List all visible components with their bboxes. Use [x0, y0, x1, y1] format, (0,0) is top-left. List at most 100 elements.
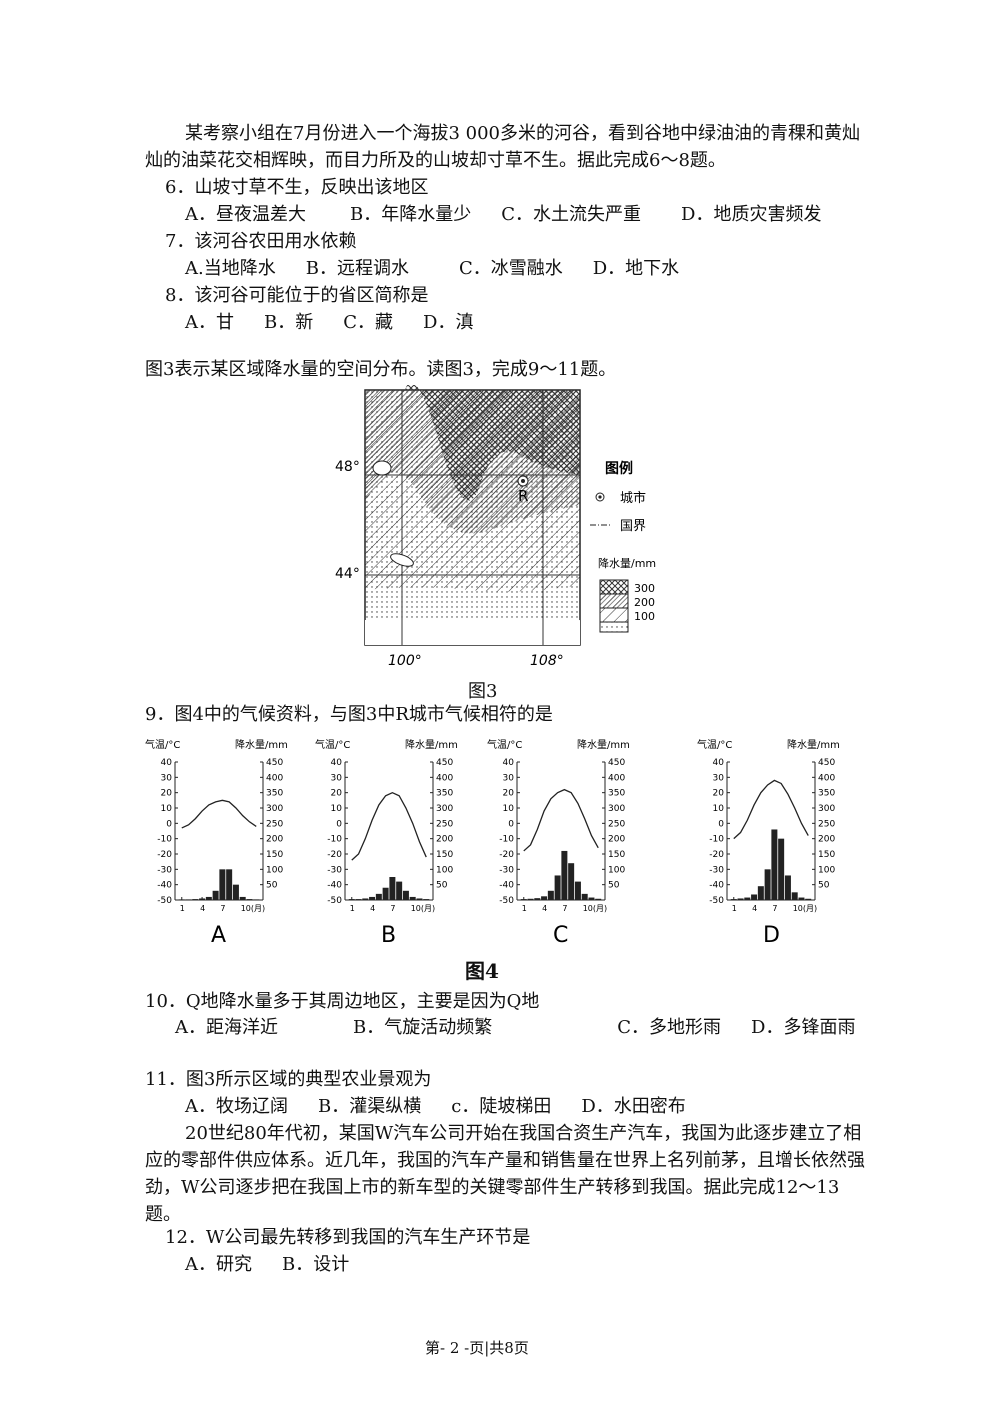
x-tick-label: 10(月)	[793, 904, 817, 913]
y-tick-label: 20	[713, 789, 725, 799]
y2-tick-label: 50	[436, 881, 448, 891]
y-tick-label: -40	[709, 881, 724, 891]
y-tick-label: -40	[327, 881, 342, 891]
y-tick-label: -20	[157, 850, 172, 860]
figure-intro: 图3表示某区域降水量的空间分布。读图3，完成9～11题。	[145, 359, 617, 380]
temperature-line	[181, 799, 257, 829]
y2-tick-label: 250	[266, 819, 283, 829]
bar	[520, 899, 527, 900]
y2-tick-label: 450	[608, 758, 625, 768]
y2-tick-label: 100	[608, 865, 625, 875]
bar	[348, 899, 355, 900]
y2-tick-label: 300	[436, 804, 453, 814]
option: A．距海洋近	[175, 1017, 278, 1038]
y-tick-label: -20	[709, 850, 724, 860]
y-tick-label: -50	[327, 896, 342, 906]
axis-title: 降水量/mm	[577, 738, 630, 751]
y-tick-label: -30	[499, 865, 514, 875]
x-tick-label: 7	[220, 904, 225, 913]
bar	[246, 899, 253, 900]
y-tick-label: -10	[157, 835, 172, 845]
climate-charts: 气温/°C 降水量/mm 40 30 20 100 -10 -20 -30 -40 -50 450 40…	[145, 738, 840, 948]
bar	[402, 890, 409, 900]
y2-tick-label: 450	[818, 758, 835, 768]
option: A．甘	[185, 312, 234, 333]
y2-tick-label: 350	[266, 789, 283, 799]
y2-tick-label: 350	[436, 789, 453, 799]
y-tick-label: 10	[713, 804, 725, 814]
lat-label: 48°	[335, 459, 360, 475]
bar	[757, 886, 764, 900]
legend-title: 图例	[605, 460, 633, 477]
y-tick-label: -30	[327, 865, 342, 875]
bar	[534, 898, 541, 900]
options: A.当地降水 B．远程调水 C．冰雪融水 D．地下水	[185, 255, 709, 282]
y2-tick-label: 400	[608, 773, 625, 783]
legend-title: 降水量/mm	[598, 556, 656, 570]
bar	[178, 899, 185, 900]
options: A．昼夜温差大 B．年降水量少 C．水土流失严重 D．地质灾害频发	[185, 201, 851, 228]
option: C．多地形雨	[617, 1017, 722, 1038]
y2-tick-label: 150	[266, 850, 283, 860]
y2-tick-label: 50	[818, 881, 830, 891]
y-tick-label: 30	[161, 773, 173, 783]
y2-tick-label: 250	[436, 819, 453, 829]
y2-tick-label: 100	[818, 865, 835, 875]
x-tick-label: 10(月)	[411, 904, 435, 913]
axis-title: 降水量/mm	[405, 738, 458, 751]
option: C．冰雪融水	[458, 258, 563, 279]
y-tick-label: 30	[331, 773, 343, 783]
x-tick-label: 1	[180, 904, 185, 913]
bar	[744, 897, 751, 900]
y2-tick-label: 250	[818, 819, 835, 829]
bar	[205, 896, 212, 900]
y2-tick-label: 200	[818, 835, 835, 845]
bar	[771, 829, 778, 900]
option: D．水田密布	[581, 1096, 686, 1117]
y-tick-label: 10	[161, 804, 173, 814]
x-tick-label: 1	[522, 904, 527, 913]
y-tick-label: 30	[713, 773, 725, 783]
options: A．研究 B．设计	[185, 1251, 379, 1278]
bar	[751, 894, 758, 900]
y-tick-label: -50	[157, 896, 172, 906]
option: A.当地降水	[185, 258, 276, 279]
option: A．牧场辽阔	[185, 1096, 288, 1117]
option: B．设计	[282, 1254, 350, 1275]
bar	[554, 875, 561, 900]
y2-tick-label: 200	[436, 835, 453, 845]
caption: 图3	[468, 681, 498, 702]
option: D．地质灾害频发	[681, 204, 822, 225]
bar	[232, 884, 239, 900]
lon-label: 100°	[388, 653, 422, 669]
option: A．昼夜温差大	[185, 204, 306, 225]
question: 7．该河谷农田用水依赖	[165, 231, 357, 252]
option: B．灌渠纵横	[318, 1096, 422, 1117]
question: 11．图3所示区域的典型农业景观为	[145, 1069, 432, 1090]
bar	[541, 896, 548, 900]
bar	[778, 838, 785, 900]
chart-label: D	[763, 923, 780, 948]
y2-tick-label: 450	[266, 758, 283, 768]
bar	[423, 899, 430, 900]
x-tick-label: 1	[350, 904, 355, 913]
y-tick-label: -20	[499, 850, 514, 860]
y2-tick-label: 300	[608, 804, 625, 814]
chart-label: B	[381, 923, 396, 948]
bar	[382, 887, 389, 900]
bar	[574, 881, 581, 900]
x-tick-label: 7	[772, 904, 777, 913]
lat-label: 44°	[335, 566, 360, 582]
temperature-line	[523, 788, 599, 852]
y2-tick-label: 150	[436, 850, 453, 860]
bar	[561, 850, 568, 900]
y-tick-label: -10	[327, 835, 342, 845]
option: D．滇	[423, 312, 474, 333]
y-tick-label: 40	[713, 758, 725, 768]
y2-tick-label: 450	[436, 758, 453, 768]
axis-title: 气温/°C	[697, 738, 732, 751]
option: B．新	[264, 312, 314, 333]
bar	[389, 877, 396, 900]
bar	[199, 898, 206, 900]
